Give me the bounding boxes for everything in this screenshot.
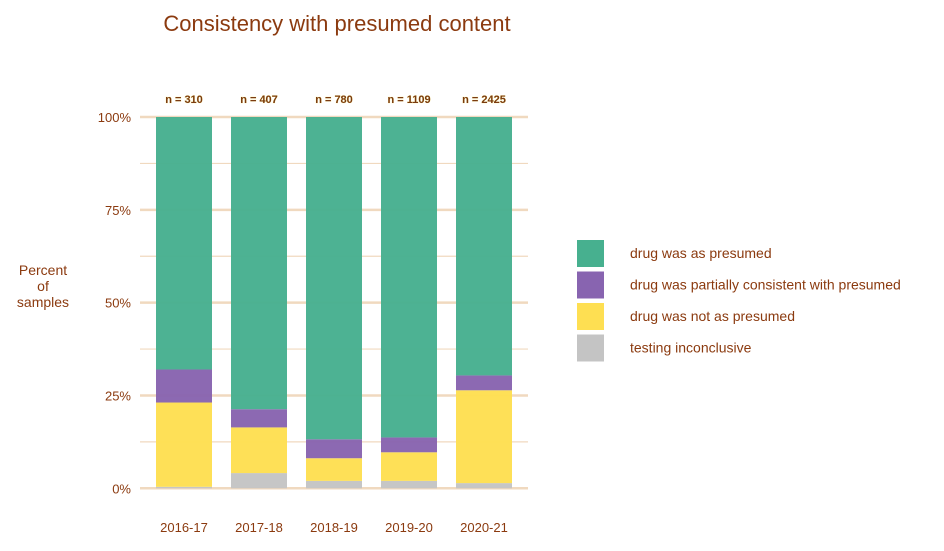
legend-item: drug was partially consistent with presu… — [577, 271, 901, 299]
y-tick-label: 75% — [105, 203, 131, 218]
bar-segment-drug-was-partially-consistent-with-presumed — [456, 375, 512, 391]
bar-segment-drug-was-partially-consistent-with-presumed — [381, 437, 437, 453]
legend-label: testing inconclusive — [630, 340, 752, 356]
bar-segment-testing-inconclusive — [456, 483, 512, 489]
bar-segment-drug-was-as-presumed — [456, 117, 512, 376]
bar-segment-drug-was-not-as-presumed — [306, 458, 362, 481]
legend-item: testing inconclusive — [577, 334, 752, 362]
sample-size-label: n = 310 — [165, 94, 203, 106]
legend-item: drug was not as presumed — [577, 303, 795, 330]
bar-segment-drug-was-not-as-presumed — [381, 452, 437, 481]
y-tick-label: 50% — [105, 296, 131, 311]
chart-title: Consistency with presumed content — [163, 11, 510, 36]
bar-segment-drug-was-partially-consistent-with-presumed — [231, 409, 287, 428]
legend-swatch — [577, 303, 604, 330]
bar-segment-drug-was-as-presumed — [306, 117, 362, 440]
legend-swatch — [577, 240, 604, 267]
legend-swatch — [577, 271, 604, 299]
sample-size-label: n = 407 — [240, 94, 278, 106]
sample-size-label: n = 780 — [315, 94, 353, 106]
bar-segment-drug-was-not-as-presumed — [231, 427, 287, 474]
sample-size-label: n = 1109 — [387, 94, 430, 106]
legend-label: drug was not as presumed — [630, 308, 795, 324]
bar-segment-drug-was-as-presumed — [156, 117, 212, 370]
y-tick-label: 25% — [105, 388, 131, 403]
legend-swatch — [577, 334, 604, 362]
bar-segment-testing-inconclusive — [381, 480, 437, 489]
bar-segment-testing-inconclusive — [156, 486, 212, 489]
x-tick-label: 2018-19 — [310, 520, 358, 535]
bar-segment-drug-was-not-as-presumed — [156, 402, 212, 487]
x-tick-label: 2017-18 — [235, 520, 283, 535]
y-tick-label: 0% — [112, 481, 131, 496]
x-tick-label: 2016-17 — [160, 520, 208, 535]
legend-label: drug was partially consistent with presu… — [630, 277, 901, 293]
bar-segment-drug-was-as-presumed — [231, 117, 287, 410]
bar-segment-testing-inconclusive — [306, 480, 362, 489]
y-tick-label: 100% — [98, 110, 132, 125]
bar-segment-drug-was-as-presumed — [381, 117, 437, 438]
bar-segment-drug-was-partially-consistent-with-presumed — [306, 439, 362, 459]
bar-segment-drug-was-not-as-presumed — [456, 390, 512, 484]
legend-label: drug was as presumed — [630, 245, 772, 261]
bar-segment-drug-was-partially-consistent-with-presumed — [156, 369, 212, 403]
legend-item: drug was as presumed — [577, 240, 772, 267]
x-tick-label: 2019-20 — [385, 520, 433, 535]
x-tick-label: 2020-21 — [460, 520, 508, 535]
y-axis-label: Percent of samples — [17, 262, 69, 310]
bar-segment-testing-inconclusive — [231, 473, 287, 489]
sample-size-label: n = 2425 — [462, 94, 506, 106]
